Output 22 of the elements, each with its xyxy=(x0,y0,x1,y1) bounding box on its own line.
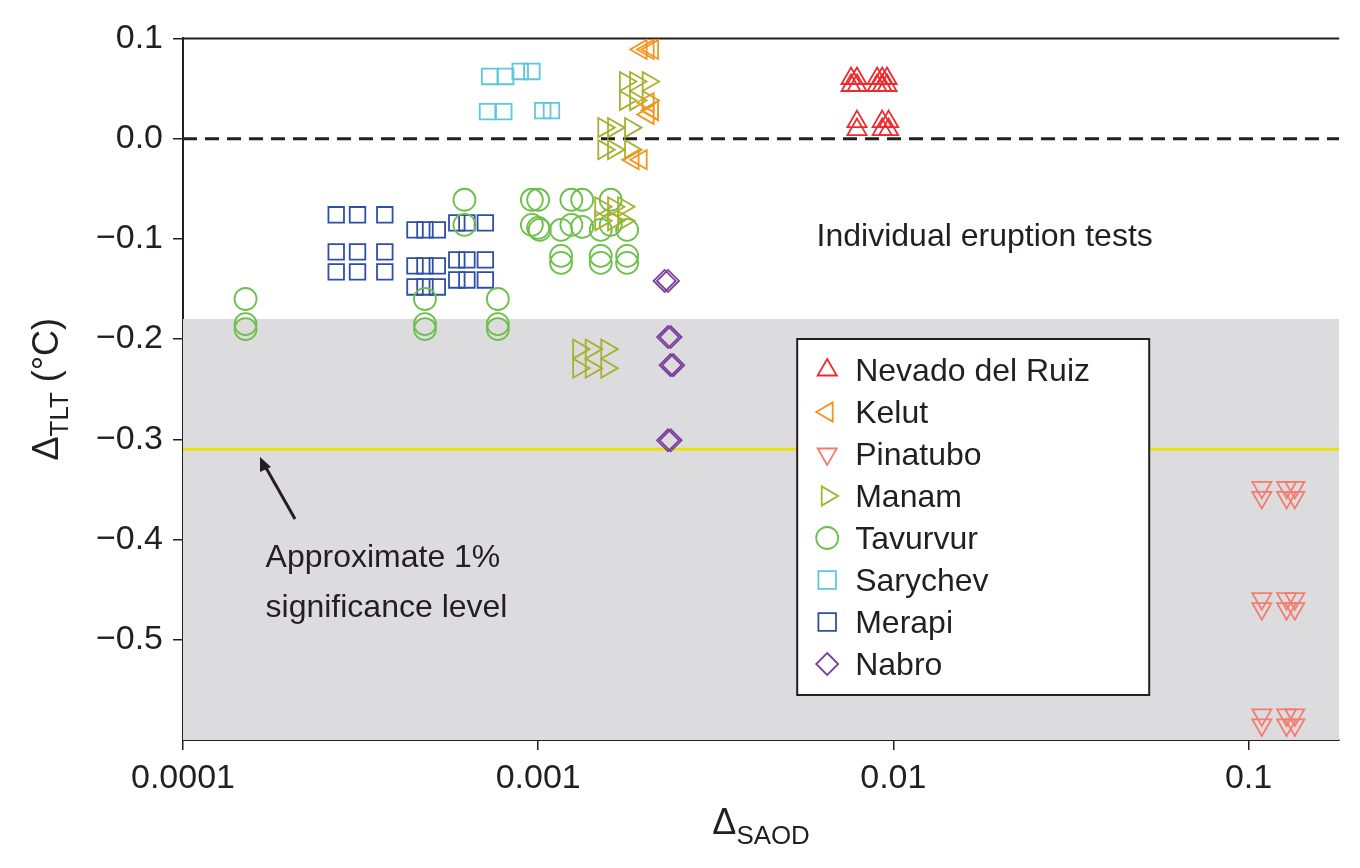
y-tick-label: −0.2 xyxy=(95,317,163,356)
y-tick-label: −0.3 xyxy=(95,417,163,456)
annotation: Approximate 1% significance level xyxy=(265,538,508,625)
legend-label: Nevado del Ruiz xyxy=(855,351,1090,388)
legend-label: Nabro xyxy=(855,645,943,682)
legend-label: Manam xyxy=(855,477,962,514)
y-tick-label: 0.1 xyxy=(115,16,163,55)
legend-label: Tavurvur xyxy=(855,519,979,556)
annotation: Individual eruption tests xyxy=(816,216,1153,253)
x-tick-label: 0.001 xyxy=(495,756,581,795)
legend-label: Sarychev xyxy=(855,561,989,598)
y-tick-label: −0.5 xyxy=(95,618,163,657)
legend-label: Kelut xyxy=(855,393,929,430)
y-tick-label: 0.0 xyxy=(115,117,163,155)
x-tick-label: 0.1 xyxy=(1224,756,1273,795)
y-tick-label: −0.1 xyxy=(95,217,163,256)
legend-label: Pinatubo xyxy=(855,435,982,472)
y-axis-title: ΔTLT (°C) xyxy=(25,317,74,461)
y-tick-label: −0.4 xyxy=(95,517,163,556)
x-tick-label: 0.0001 xyxy=(131,756,235,795)
legend-label: Merapi xyxy=(855,603,954,640)
x-tick-label: 0.01 xyxy=(860,756,927,795)
